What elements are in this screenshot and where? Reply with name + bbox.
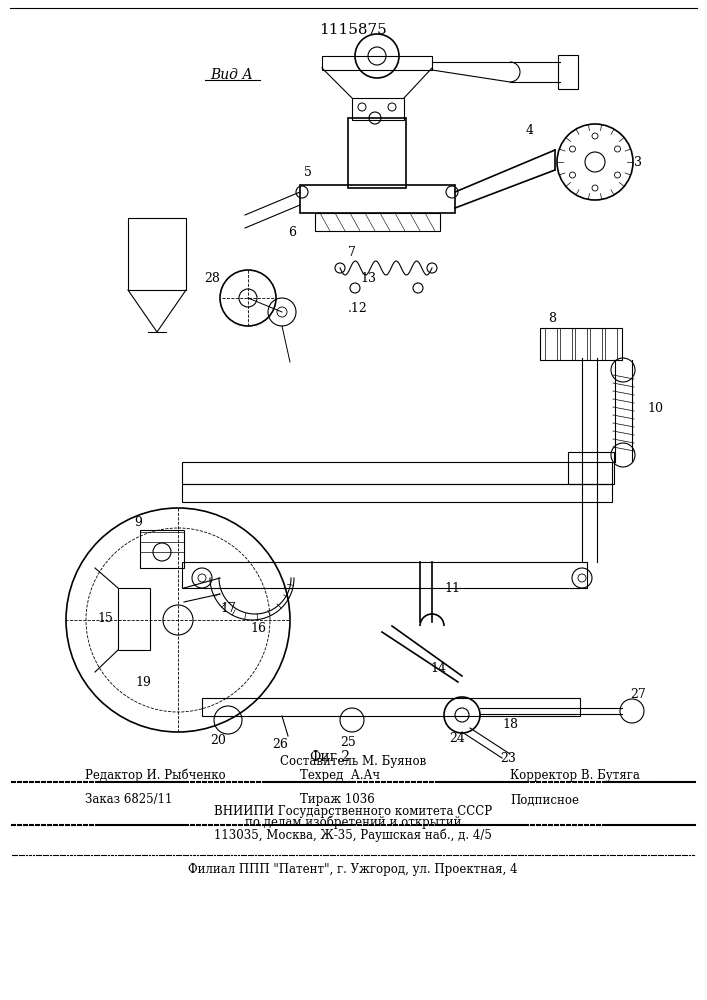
Bar bbox=[352, 98, 404, 120]
Text: 11: 11 bbox=[444, 582, 460, 594]
Bar bbox=[128, 218, 186, 290]
Text: по делам изобретений и открытий: по делам изобретений и открытий bbox=[245, 815, 461, 829]
Text: 20: 20 bbox=[210, 734, 226, 746]
Text: 18: 18 bbox=[502, 718, 518, 730]
Text: 6: 6 bbox=[288, 226, 296, 238]
Text: Составитель М. Буянов: Составитель М. Буянов bbox=[280, 756, 426, 768]
Text: Вид А: Вид А bbox=[211, 68, 253, 82]
Bar bbox=[540, 328, 622, 360]
Text: ВНИИПИ Государственного комитета СССР: ВНИИПИ Государственного комитета СССР bbox=[214, 806, 492, 818]
Bar bbox=[118, 588, 150, 650]
Text: 7: 7 bbox=[348, 245, 356, 258]
Bar bbox=[568, 452, 614, 484]
Text: Филиал ППП "Патент", г. Ужгород, ул. Проектная, 4: Филиал ППП "Патент", г. Ужгород, ул. Про… bbox=[188, 863, 518, 876]
Bar bbox=[300, 185, 455, 213]
Bar bbox=[558, 55, 578, 89]
Text: 1115875: 1115875 bbox=[319, 23, 387, 37]
Bar bbox=[575, 328, 587, 360]
Text: Заказ 6825/11: Заказ 6825/11 bbox=[85, 794, 173, 806]
Text: 14: 14 bbox=[430, 662, 446, 674]
Text: Фиг.2: Фиг.2 bbox=[310, 750, 351, 764]
Bar bbox=[315, 213, 440, 231]
Text: 10: 10 bbox=[647, 401, 663, 414]
Text: 9: 9 bbox=[134, 516, 142, 528]
Text: 19: 19 bbox=[135, 676, 151, 688]
Bar bbox=[348, 118, 406, 188]
Bar bbox=[140, 530, 184, 568]
Text: 15: 15 bbox=[97, 611, 113, 624]
Text: 16: 16 bbox=[250, 621, 266, 635]
Bar bbox=[202, 698, 580, 716]
Bar bbox=[182, 484, 612, 502]
Text: 24: 24 bbox=[449, 732, 465, 744]
Bar bbox=[182, 562, 587, 588]
Text: Тираж 1036: Тираж 1036 bbox=[300, 794, 375, 806]
Bar bbox=[545, 328, 557, 360]
Text: 113035, Москва, Ж-35, Раушская наб., д. 4/5: 113035, Москва, Ж-35, Раушская наб., д. … bbox=[214, 828, 492, 842]
Bar bbox=[590, 328, 602, 360]
Text: .12: .12 bbox=[348, 302, 368, 314]
Text: 25: 25 bbox=[340, 736, 356, 748]
Text: Редактор И. Рыбченко: Редактор И. Рыбченко bbox=[85, 768, 226, 782]
Text: 8: 8 bbox=[548, 312, 556, 324]
Text: Корректор В. Бутяга: Корректор В. Бутяга bbox=[510, 768, 640, 782]
Text: 26: 26 bbox=[272, 738, 288, 750]
Text: 4: 4 bbox=[526, 123, 534, 136]
Bar bbox=[322, 56, 432, 70]
Text: 3: 3 bbox=[634, 155, 642, 168]
Bar bbox=[182, 462, 612, 484]
Text: 5: 5 bbox=[304, 165, 312, 178]
Text: Подписное: Подписное bbox=[510, 794, 579, 806]
Text: Техред  А.Ач: Техред А.Ач bbox=[300, 768, 380, 782]
Text: 13: 13 bbox=[360, 271, 376, 284]
Text: 27: 27 bbox=[630, 688, 646, 700]
Text: 17: 17 bbox=[220, 601, 236, 614]
Text: 23: 23 bbox=[500, 752, 516, 764]
Bar bbox=[560, 328, 572, 360]
Bar bbox=[605, 328, 617, 360]
Text: 28: 28 bbox=[204, 271, 220, 284]
